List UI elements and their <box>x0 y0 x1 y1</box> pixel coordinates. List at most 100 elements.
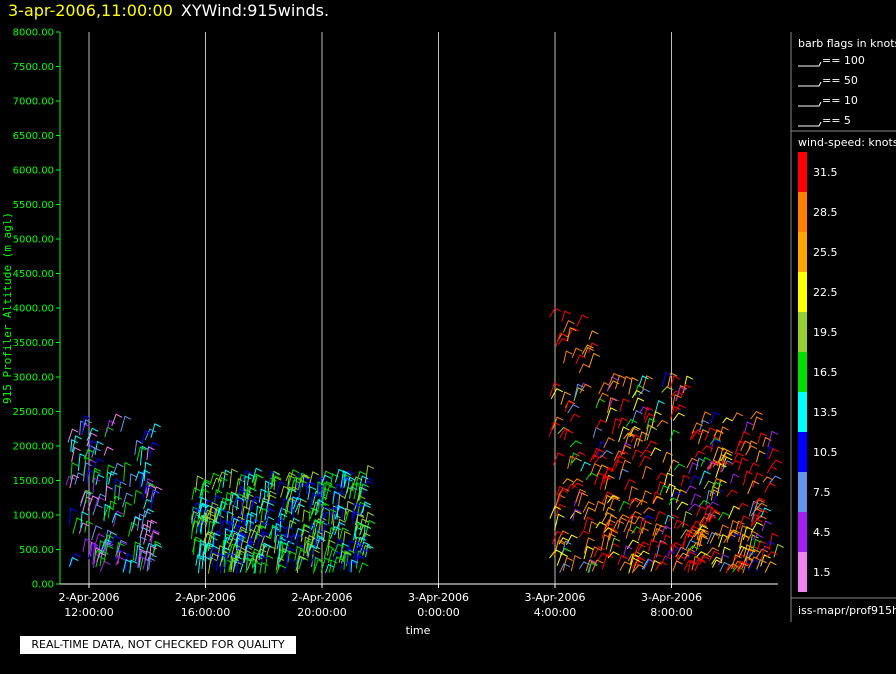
wind-barb <box>595 419 607 431</box>
wind-barb <box>332 490 341 505</box>
wind-barb <box>687 503 701 512</box>
wind-barb <box>285 486 296 499</box>
wind-barb <box>569 510 582 519</box>
wind-barb <box>581 344 594 355</box>
wind-barb <box>748 534 759 551</box>
wind-barb <box>760 554 771 567</box>
wind-barb <box>637 541 650 552</box>
wind-barb <box>230 557 240 571</box>
wind-barb <box>590 546 601 559</box>
wind-barb <box>699 470 711 486</box>
wind-barb <box>617 417 629 429</box>
wind-barb <box>622 375 633 387</box>
wind-barb <box>97 540 107 560</box>
x-tick-label-date: 2-Apr-2006 <box>58 591 119 604</box>
wind-barb <box>312 518 322 534</box>
wind-barb <box>748 440 758 451</box>
wind-barb <box>211 519 220 533</box>
plot-title: 3-apr-2006,11:00:00 XYWind:915winds. <box>8 1 329 20</box>
wind-barb <box>744 548 756 562</box>
wind-barb <box>710 481 723 492</box>
wind-barb <box>340 542 349 558</box>
wind-barb <box>231 504 240 525</box>
wind-barb <box>687 559 697 573</box>
wind-barb <box>662 371 672 387</box>
wind-barb <box>139 523 151 538</box>
wind-barb <box>150 490 160 510</box>
wind-barb <box>236 533 245 548</box>
wind-barb <box>211 477 223 490</box>
wind-barb <box>129 559 138 574</box>
wind-barb <box>317 495 328 506</box>
wind-barb <box>199 488 210 507</box>
wind-barb <box>323 511 333 521</box>
wind-barb <box>112 510 124 527</box>
wind-barb <box>696 551 708 558</box>
wind-barb <box>652 523 663 537</box>
wind-barb <box>112 462 124 476</box>
wind-barb <box>601 553 614 570</box>
wind-barb <box>605 532 616 550</box>
wind-barb <box>82 496 93 513</box>
wind-barb <box>599 450 614 459</box>
wind-barb <box>743 544 754 558</box>
wind-barb <box>550 388 564 400</box>
wind-barb <box>322 481 331 501</box>
wind-barb <box>750 410 763 420</box>
wind-barb <box>680 474 691 487</box>
x-tick-label-date: 3-Apr-2006 <box>641 591 702 604</box>
wind-barb <box>123 461 132 482</box>
y-tick-label: 2000.00 <box>13 442 54 453</box>
wind-barb <box>697 525 709 534</box>
wind-barb <box>148 441 159 458</box>
wind-barb <box>755 450 766 463</box>
wind-barb <box>768 448 780 459</box>
wind-barb <box>618 500 631 512</box>
wind-barb <box>711 556 723 565</box>
wind-barb <box>241 488 252 508</box>
wind-barb <box>682 510 693 528</box>
wind-barb <box>290 517 301 529</box>
wind-barb <box>246 540 256 553</box>
y-tick-label: 0.00 <box>32 580 54 591</box>
wind-barb <box>115 556 126 566</box>
wind-barb <box>582 501 595 513</box>
wind-barb <box>710 411 721 425</box>
wind-barb <box>141 430 152 444</box>
wind-barb <box>688 462 699 474</box>
wind-barb <box>745 445 758 456</box>
wind-barb <box>325 563 335 574</box>
wind-barb <box>567 404 580 414</box>
wind-barb <box>261 531 270 545</box>
wind-barb <box>359 532 371 547</box>
wind-barb <box>561 310 571 322</box>
wind-barb <box>197 515 208 527</box>
wind-barb <box>574 383 584 398</box>
wind-barb <box>676 501 689 511</box>
wind-barb <box>285 525 294 542</box>
wind-barb <box>230 492 240 505</box>
wind-barb <box>330 506 340 519</box>
wind-barb <box>548 421 561 437</box>
wind-barb <box>364 464 375 484</box>
wind-barb <box>273 476 282 491</box>
wind-barb <box>764 482 776 493</box>
wind-barb <box>689 430 701 440</box>
wind-barb <box>651 410 662 428</box>
wind-barb <box>570 554 582 572</box>
wind-barb <box>138 550 148 569</box>
wind-barb <box>112 495 122 511</box>
x-tick-label-time: 12:00:00 <box>64 606 113 619</box>
wind-barb <box>145 478 154 495</box>
wind-barb <box>150 423 162 438</box>
wind-barb <box>656 541 668 548</box>
wind-barb <box>106 419 116 433</box>
wind-barb <box>307 485 317 500</box>
wind-barb <box>313 556 322 574</box>
wind-barb <box>718 511 730 521</box>
wind-barb <box>317 476 327 493</box>
wind-barb <box>562 320 575 333</box>
wind-barb <box>704 514 717 525</box>
wind-barb <box>694 527 706 536</box>
wind-barb <box>292 496 304 510</box>
